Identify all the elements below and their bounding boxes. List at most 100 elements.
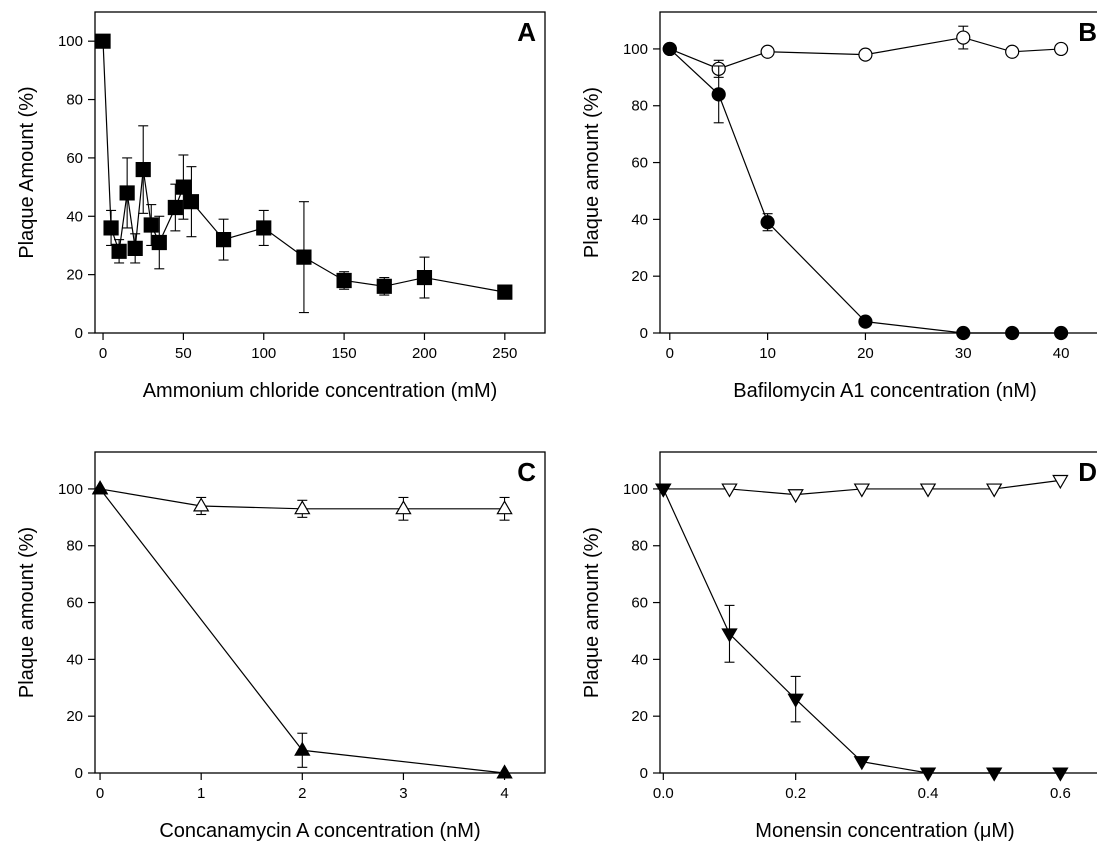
data-point [858, 47, 873, 62]
data-point [1052, 474, 1069, 490]
y-tick-label: 100 [623, 481, 648, 498]
data-point [416, 269, 433, 286]
x-tick-label: 20 [857, 345, 874, 362]
x-tick-label: 1 [197, 785, 205, 802]
x-tick-label: 0.2 [785, 785, 806, 802]
data-point [127, 240, 143, 256]
chart-panel-b: 0 10 20 30 40 0 20 40 60 80 100 Bafilomycin A1 conc… [581, 11, 1097, 402]
y-tick-label: 0 [640, 765, 648, 782]
plot-frame [94, 451, 546, 774]
series-line [99, 488, 505, 774]
x-axis-label: Concanamycin A concentration (nM) [159, 820, 480, 842]
data-point [119, 185, 135, 201]
data-point [787, 489, 804, 504]
y-tick-label: 60 [66, 150, 83, 167]
y-tick-label: 80 [631, 538, 648, 555]
y-tick-label: 100 [58, 481, 83, 498]
panel-letter: A [517, 17, 536, 47]
x-tick-label: 0 [96, 785, 104, 802]
y-tick-label: 0 [75, 325, 83, 342]
series-1 [662, 25, 1069, 78]
data-point [721, 483, 738, 498]
x-tick-label: 2 [298, 785, 306, 802]
data-point [1053, 325, 1069, 341]
data-point [986, 483, 1003, 498]
data-point [1005, 325, 1020, 341]
data-point [111, 243, 127, 259]
series-1 [95, 33, 513, 314]
data-point [497, 284, 513, 300]
data-point [135, 161, 151, 178]
x-tick-label: 30 [955, 345, 972, 362]
x-tick-label: 250 [492, 345, 517, 362]
series-line [669, 48, 1062, 334]
y-tick-label: 60 [631, 595, 648, 612]
x-tick-label: 0.4 [918, 785, 939, 802]
x-tick-label: 4 [500, 785, 508, 802]
data-point [395, 500, 412, 515]
data-point [1052, 767, 1069, 782]
series-1 [655, 474, 1069, 504]
plot-frame [659, 11, 1097, 334]
data-point [167, 199, 183, 216]
data-point [1053, 41, 1069, 57]
data-point [192, 497, 210, 512]
data-point [143, 217, 159, 233]
x-tick-label: 0 [666, 345, 674, 362]
x-tick-label: 0.0 [653, 785, 674, 802]
data-point [721, 628, 738, 643]
data-point [662, 41, 677, 57]
x-tick-label: 0.6 [1050, 785, 1071, 802]
x-axis-label: Ammonium chloride concentration (mM) [143, 380, 498, 402]
data-point [183, 194, 200, 210]
y-tick-label: 80 [631, 98, 648, 115]
y-tick-label: 20 [66, 708, 83, 725]
y-tick-label: 80 [66, 538, 83, 555]
x-tick-label: 200 [412, 345, 437, 362]
data-point [853, 483, 871, 498]
data-point [760, 215, 775, 230]
data-point [294, 500, 311, 515]
data-point [336, 272, 352, 289]
series-2 [662, 41, 1069, 341]
y-tick-label: 0 [75, 765, 83, 782]
data-point [175, 179, 191, 195]
data-point [956, 325, 971, 341]
data-point [1005, 44, 1020, 59]
y-axis-label: Plaque amount (%) [581, 87, 603, 258]
data-point [91, 480, 109, 495]
chart-panel-a: 0 50 100 150 200 250 0 20 40 60 80 100 Ammonium chlo… [16, 11, 546, 402]
y-tick-label: 40 [66, 651, 83, 668]
data-point [655, 483, 672, 498]
chart-panel-d: 0.0 0.2 0.4 0.6 0 20 40 60 80 100 Monensin concent… [581, 451, 1097, 842]
x-tick-label: 40 [1053, 345, 1070, 362]
series-2 [91, 480, 513, 779]
y-tick-label: 100 [623, 41, 648, 58]
y-tick-label: 40 [66, 208, 83, 225]
data-point [956, 30, 971, 45]
data-point [296, 249, 312, 265]
data-point [787, 693, 804, 708]
data-point [95, 33, 111, 49]
data-point [496, 500, 513, 515]
x-tick-label: 100 [251, 345, 276, 362]
panel-letter: C [517, 457, 536, 487]
data-point [986, 767, 1003, 782]
data-point [294, 741, 311, 756]
x-axis-label: Bafilomycin A1 concentration (nM) [733, 380, 1036, 402]
data-point [858, 314, 873, 329]
y-tick-label: 0 [640, 325, 648, 342]
x-tick-label: 150 [332, 345, 357, 362]
data-point [376, 278, 392, 294]
y-axis-label: Plaque Amount (%) [16, 86, 38, 258]
x-tick-label: 0 [99, 345, 107, 362]
y-tick-label: 20 [66, 267, 83, 284]
data-point [919, 483, 937, 498]
data-point [496, 764, 513, 779]
data-point [919, 767, 937, 782]
y-axis-label: Plaque amount (%) [581, 527, 603, 698]
x-tick-label: 10 [759, 345, 776, 362]
panel-letter: D [1078, 457, 1097, 487]
